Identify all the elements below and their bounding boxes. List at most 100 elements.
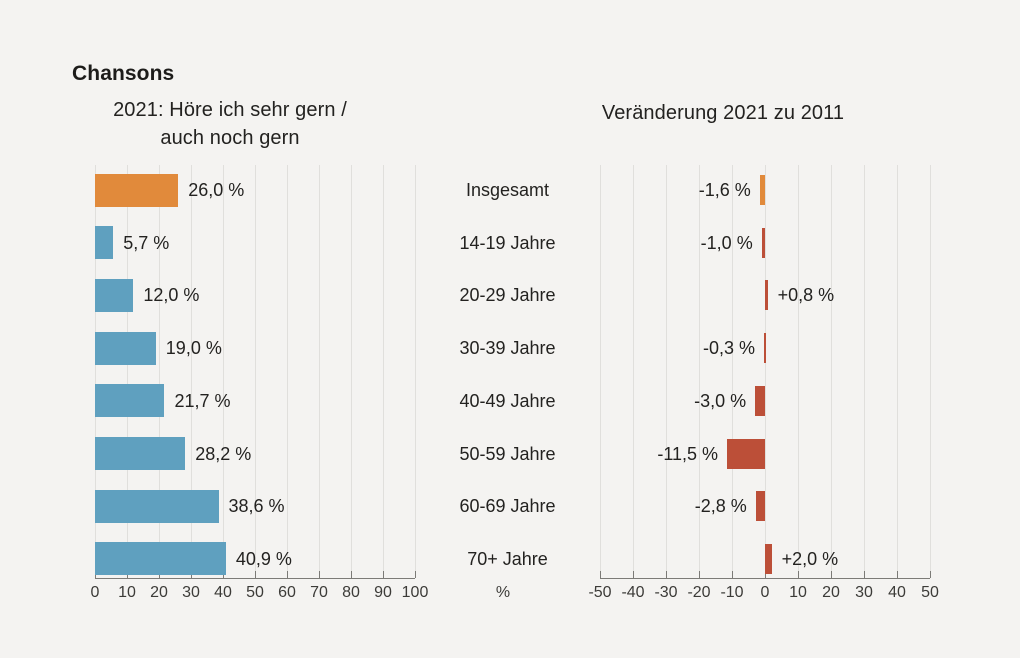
axis-tick-label: 70: [310, 584, 328, 601]
gridline: [415, 165, 416, 578]
axis-tick-label: 10: [118, 584, 136, 601]
axis-tick-label: 90: [374, 584, 392, 601]
gridline: [666, 165, 667, 578]
left-bar-chart: 0 10 20 30 40 50 60 70 80 90 100 26,0 % 5,7 % 12,0 % 1…: [91, 165, 428, 601]
value-label: +0,8 %: [777, 285, 835, 306]
axis-tick-label: 20: [150, 584, 168, 601]
gridline: [223, 165, 224, 578]
axis-tick-label: -30: [654, 584, 678, 601]
axis-tick: [897, 571, 898, 578]
gridline: [798, 165, 799, 578]
axis-tick: [930, 571, 931, 578]
axis-tick-label: 40: [888, 584, 906, 601]
axis-tick: [319, 571, 320, 578]
value-label: -2,8 %: [694, 496, 747, 517]
axis-tick: [351, 571, 352, 578]
value-label: -3,0 %: [694, 390, 747, 411]
value-label: 28,2 %: [195, 443, 252, 464]
axis-tick: [864, 571, 865, 578]
bar: [759, 175, 765, 205]
axis-line: [600, 578, 930, 579]
axis-tick-label: 20: [822, 584, 840, 601]
axis-tick-label: -50: [588, 584, 612, 601]
bar: [95, 384, 165, 418]
axis-tick-label: 10: [789, 584, 807, 601]
category-label: 70+ Jahre: [467, 548, 548, 569]
category-label: 14-19 Jahre: [459, 232, 556, 253]
axis-tick-label: 0: [90, 584, 100, 601]
value-label: -11,5 %: [657, 443, 719, 464]
value-label: 12,0 %: [143, 285, 200, 306]
axis-tick: [666, 571, 667, 578]
bar: [95, 542, 226, 576]
gridline: [127, 165, 128, 578]
bar: [95, 437, 186, 471]
axis-tick: [765, 571, 766, 578]
value-label: 19,0 %: [165, 338, 222, 359]
gridline: [255, 165, 256, 578]
left-chart-title: 2021: Höre ich sehr gern / auch noch ger…: [70, 96, 390, 152]
left-chart-title-line1: 2021: Höre ich sehr gern /: [113, 99, 347, 121]
axis-tick: [798, 571, 799, 578]
axis-tick-label: 60: [278, 584, 296, 601]
axis-tick-label: 40: [214, 584, 232, 601]
bar: [765, 280, 768, 311]
value-label: 26,0 %: [188, 180, 245, 200]
axis-tick-label: 50: [921, 584, 939, 601]
category-label: 30-39 Jahre: [459, 338, 556, 359]
axis-tick-label: 30: [855, 584, 873, 601]
axis-tick: [831, 571, 832, 578]
bar: [755, 491, 765, 522]
value-label: 38,6 %: [228, 496, 285, 517]
category-labels: Insgesamt 14-19 Jahre 20-29 Jahre 30-39 Jah…: [430, 165, 585, 578]
gridline: [95, 165, 96, 578]
right-chart-title: Veränderung 2021 zu 2011: [601, 102, 845, 124]
axis-tick: [633, 571, 634, 578]
bar: [727, 438, 765, 469]
axis-tick: [600, 571, 601, 578]
gridline: [191, 165, 192, 578]
gridline: [159, 165, 160, 578]
axis-tick-label: 50: [246, 584, 264, 601]
category-label: Insgesamt: [465, 180, 550, 200]
gridline: [831, 165, 832, 578]
axis-tick: [699, 571, 700, 578]
value-label: -0,3 %: [702, 338, 756, 359]
axis-tick-label: 100: [401, 584, 429, 601]
gridline: [930, 165, 931, 578]
value-label: 21,7 %: [174, 390, 231, 411]
category-label: 60-69 Jahre: [459, 496, 556, 517]
axis-unit-label: %: [495, 584, 511, 601]
bar: [764, 333, 766, 364]
gridline: [383, 165, 384, 578]
bar: [95, 489, 219, 523]
bar: [95, 226, 114, 260]
gridline: [319, 165, 320, 578]
gridline: [765, 165, 766, 578]
axis-tick-label: 80: [342, 584, 360, 601]
value-label: 40,9 %: [235, 548, 292, 569]
value-label: +2,0 %: [781, 548, 839, 569]
axis-tick-label: 0: [760, 584, 770, 601]
category-label: 50-59 Jahre: [459, 443, 556, 464]
bar: [765, 543, 772, 574]
bar: [761, 227, 765, 258]
gridline: [897, 165, 898, 578]
axis-tick: [287, 571, 288, 578]
value-label: -1,6 %: [698, 180, 751, 200]
gridline: [699, 165, 700, 578]
category-label: 20-29 Jahre: [459, 285, 556, 306]
axis-tick-label: -40: [621, 584, 645, 601]
gridline: [633, 165, 634, 578]
bar: [755, 385, 765, 416]
gridline: [864, 165, 865, 578]
right-bar-chart: -50 -40 -30 -20 -10 0 10 20 30 40 50 -1,6 % -1,0 % +0…: [588, 165, 939, 601]
gridline: [732, 165, 733, 578]
left-chart-title-line2: auch noch gern: [160, 127, 300, 149]
axis-tick-label: -10: [720, 584, 744, 601]
gridline: [600, 165, 601, 578]
value-label: 5,7 %: [123, 232, 170, 253]
value-label: -1,0 %: [700, 232, 753, 253]
axis-tick: [415, 571, 416, 578]
axis-tick: [383, 571, 384, 578]
